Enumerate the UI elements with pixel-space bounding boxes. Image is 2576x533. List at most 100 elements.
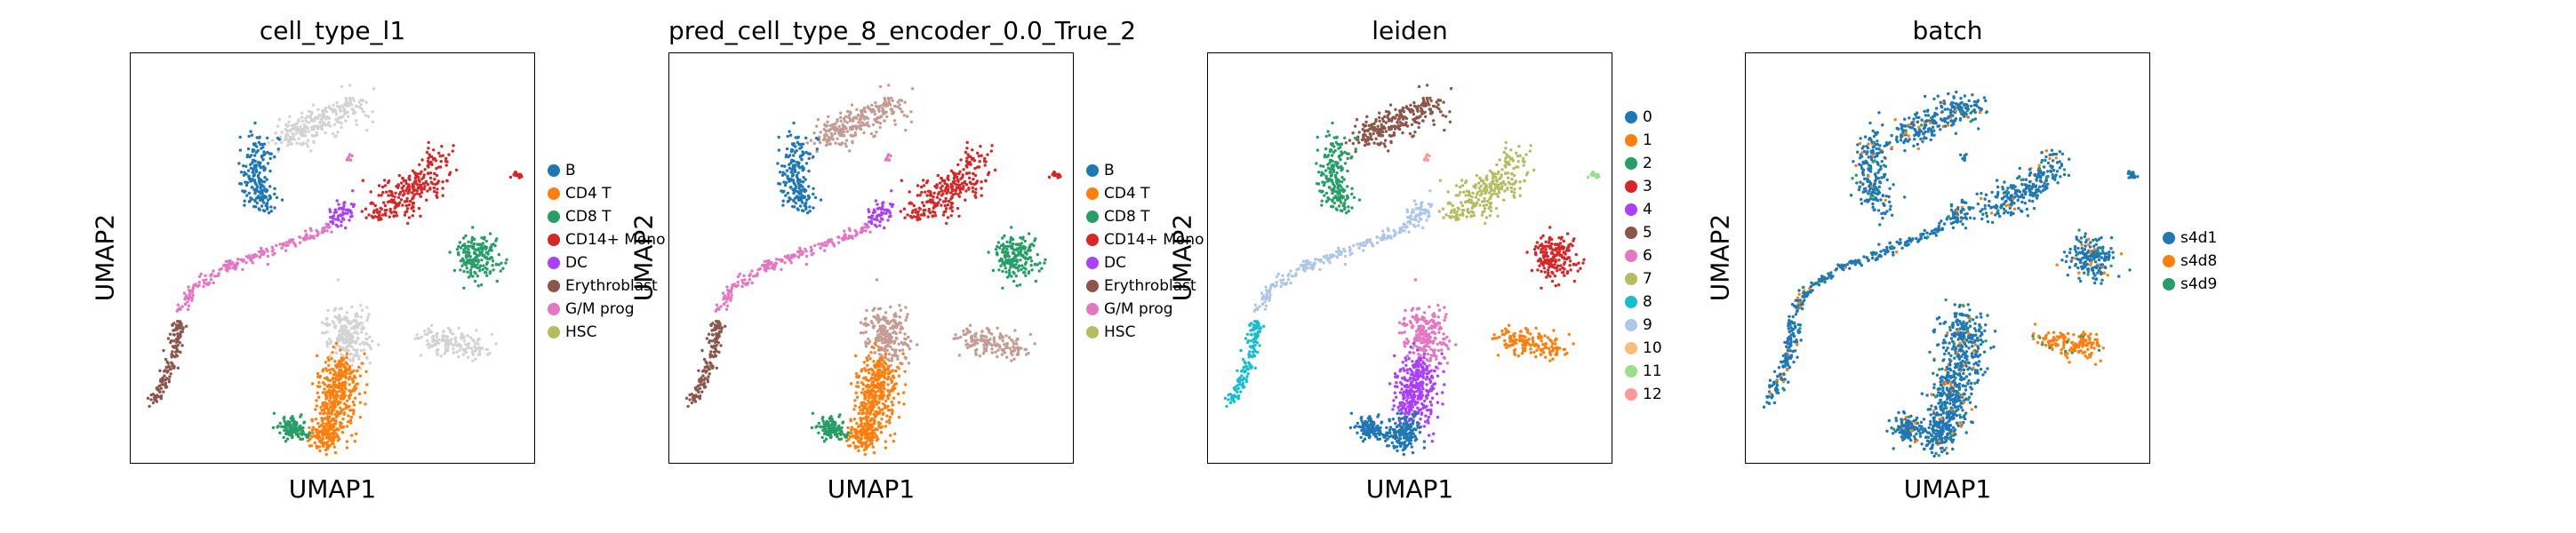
scatter-point <box>244 164 248 168</box>
scatter-point <box>241 267 244 272</box>
scatter-point <box>320 418 324 423</box>
scatter-point <box>292 427 296 431</box>
scatter-point <box>348 319 351 322</box>
scatter-point <box>348 322 352 325</box>
scatter-point <box>299 432 303 435</box>
scatter-point <box>949 197 953 201</box>
scatter-point <box>796 208 800 211</box>
scatter-point <box>473 242 476 246</box>
scatter-point <box>433 178 436 181</box>
scatter-point <box>516 173 520 177</box>
scatter-point <box>973 333 977 337</box>
scatter-point <box>883 406 886 410</box>
cluster-traj <box>714 222 872 313</box>
scatter-point <box>1021 244 1026 249</box>
scatter-point <box>792 253 796 257</box>
scatter-point <box>313 434 317 438</box>
scatter-point <box>491 264 494 267</box>
scatter-point <box>263 166 267 170</box>
scatter-point <box>886 319 890 322</box>
scatter-point <box>321 403 324 407</box>
scatter-point <box>368 344 372 348</box>
scatter-point <box>341 328 345 331</box>
scatter-point <box>967 176 972 179</box>
scatter-point <box>403 192 406 195</box>
scatter-point <box>183 302 188 306</box>
scatter-point <box>411 191 414 195</box>
scatter-point <box>363 348 366 352</box>
scatter-point <box>355 386 358 390</box>
scatter-point <box>346 420 350 424</box>
scatter-point <box>390 190 394 195</box>
scatter-point <box>460 332 464 336</box>
scatter-point <box>887 352 892 356</box>
scatter-point <box>992 338 996 341</box>
scatter-point <box>461 347 465 352</box>
scatter-point <box>148 404 151 409</box>
scatter-point <box>904 338 908 341</box>
scatter-point <box>870 394 874 397</box>
scatter-point <box>315 234 319 238</box>
scatter-point <box>834 122 837 125</box>
scatter-point <box>305 127 308 131</box>
scatter-point <box>893 382 897 386</box>
scatter-point <box>705 337 709 340</box>
scatter-point <box>330 108 334 112</box>
scatter-point <box>845 121 849 124</box>
scatter-point <box>1396 127 1401 131</box>
scatter-point <box>870 442 874 446</box>
scatter-point <box>889 320 893 323</box>
scatter-point <box>422 187 426 191</box>
scatter-point <box>326 122 330 126</box>
scatter-point <box>704 365 708 370</box>
scatter-point <box>469 346 474 350</box>
scatter-point <box>373 203 377 208</box>
scatter-point <box>944 207 948 211</box>
scatter-point <box>480 259 484 262</box>
scatter-point <box>320 321 324 324</box>
scatter-point <box>921 201 924 204</box>
scatter-point <box>997 268 1001 272</box>
legend-marker <box>548 303 560 315</box>
scatter-point <box>273 251 276 255</box>
scatter-point <box>1005 275 1010 279</box>
scatter-point <box>443 352 447 355</box>
scatter-point <box>248 199 252 203</box>
scatter-point <box>1019 236 1022 240</box>
scatter-point <box>1036 263 1039 266</box>
scatter-point <box>859 417 862 420</box>
scatter-point <box>686 404 690 409</box>
scatter-point <box>252 158 256 163</box>
scatter-point <box>349 203 354 206</box>
scatter-point <box>432 186 436 190</box>
scatter-point <box>346 399 349 402</box>
scatter-point <box>807 195 812 199</box>
scatter-point <box>309 110 314 114</box>
scatter-point <box>871 325 876 329</box>
scatter-point <box>956 337 960 340</box>
scatter-point <box>458 348 461 352</box>
scatter-point <box>870 417 874 421</box>
scatter-point <box>823 135 827 139</box>
scatter-point <box>331 434 334 439</box>
scatter-point <box>872 404 876 408</box>
scatter-point <box>834 423 837 426</box>
scatter-point <box>1021 255 1026 259</box>
scatter-point <box>863 115 867 119</box>
scatter-point <box>347 414 350 418</box>
scatter-point <box>804 262 808 266</box>
scatter-point <box>428 346 431 350</box>
scatter-point <box>994 248 998 251</box>
scatter-point <box>1439 110 1443 114</box>
scatter-point <box>328 378 332 383</box>
scatter-point <box>372 209 376 212</box>
scatter-point <box>252 198 257 202</box>
scatter-point <box>340 353 343 356</box>
scatter-point <box>266 207 269 211</box>
scatter-point <box>861 331 865 335</box>
scatter-point <box>270 245 274 249</box>
scatter-point <box>319 127 324 131</box>
scatter-point <box>890 379 894 383</box>
scatter-point <box>920 213 924 217</box>
scatter-point <box>962 185 965 188</box>
